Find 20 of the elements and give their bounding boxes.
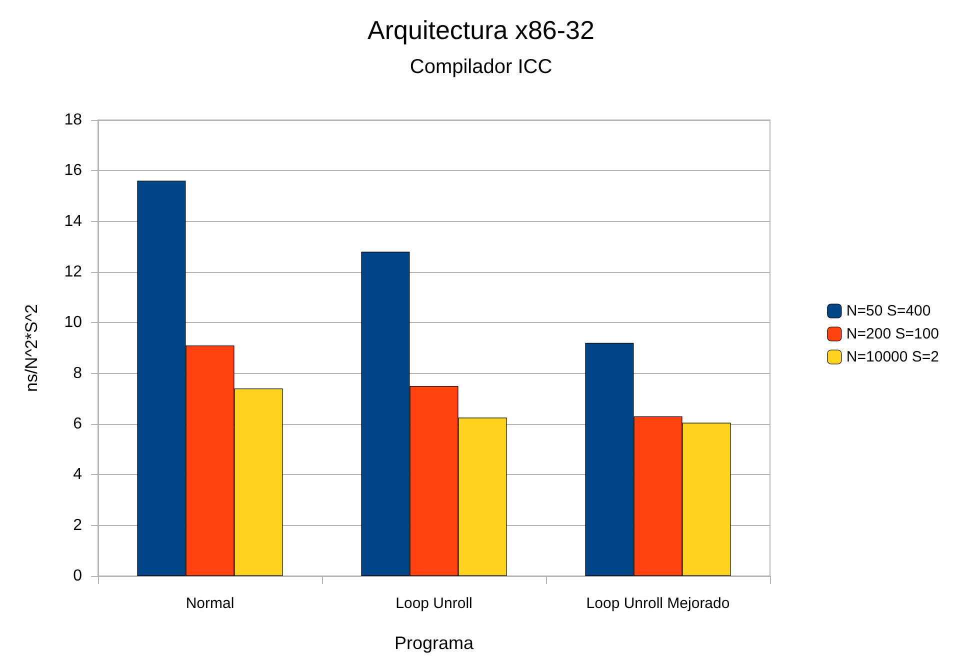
x-tick-label: Loop Unroll: [396, 595, 472, 612]
y-tick-label: 8: [73, 364, 82, 382]
y-tick-label: 18: [64, 112, 82, 128]
x-tick-label: Loop Unroll Mejorado: [586, 595, 730, 612]
y-tick-label: 6: [73, 416, 82, 432]
y-axis-title: ns/N^2*S^2: [22, 304, 41, 392]
legend-label: N=200 S=100: [846, 326, 939, 342]
legend-label: N=10000 S=2: [846, 348, 939, 366]
chart-title: Arquitectura x86-32: [368, 15, 594, 45]
x-axis-title: Programa: [394, 633, 475, 653]
legend-label: N=50 S=400: [846, 302, 931, 320]
y-tick-label: 2: [73, 516, 82, 534]
y-tick-label: 16: [64, 162, 82, 180]
chart-subtitle: Compilador ICC: [410, 56, 552, 78]
y-tick-label: 12: [64, 264, 82, 280]
y-tick-label: 10: [64, 314, 82, 332]
x-tick-label: Normal: [186, 595, 234, 612]
y-tick-label: 14: [64, 212, 82, 230]
y-tick-label: 4: [73, 466, 82, 484]
y-tick-label: 0: [73, 568, 82, 584]
